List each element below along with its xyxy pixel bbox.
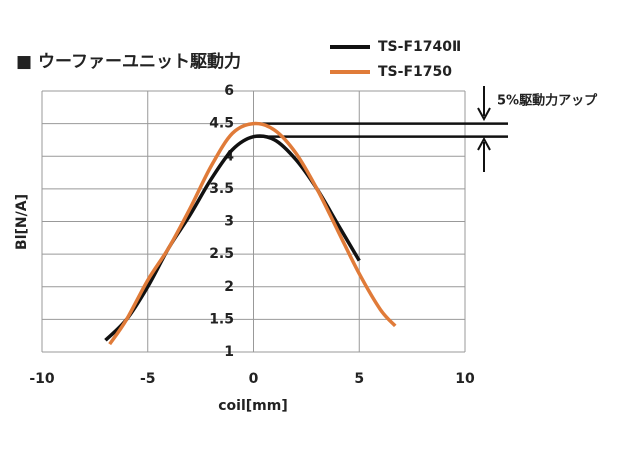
chart-title: ■ ウーファーユニット駆動力 [16, 51, 241, 72]
y-tick-label: 6 [224, 83, 234, 99]
arrow-head [477, 136, 491, 151]
series-line [108, 121, 397, 346]
annotation-text: 5%駆動力アップ [497, 93, 598, 109]
arrow-head [477, 107, 491, 122]
series-line [104, 134, 361, 342]
legend-label: TS-F1740Ⅱ [378, 39, 461, 55]
legend-label: TS-F1750 [378, 64, 452, 80]
x-tick-label: 5 [354, 371, 364, 387]
x-tick-label: -5 [140, 371, 156, 387]
y-tick-label: 4 [224, 148, 234, 164]
x-axis-label: coil[mm] [218, 398, 288, 414]
y-tick-label: 3 [224, 214, 234, 230]
y-tick-label: 1.5 [209, 311, 234, 327]
x-tick-label: -10 [29, 371, 55, 387]
y-tick-label: 2 [224, 279, 234, 295]
y-tick-label: 1 [224, 344, 234, 360]
y-axis-label: Bl[N/A] [14, 194, 30, 250]
y-tick-label: 4.5 [209, 116, 234, 132]
x-tick-label: 10 [455, 371, 475, 387]
x-tick-label: 0 [249, 371, 259, 387]
y-tick-label: 2.5 [209, 246, 234, 262]
y-tick-label: 3.5 [209, 181, 234, 197]
